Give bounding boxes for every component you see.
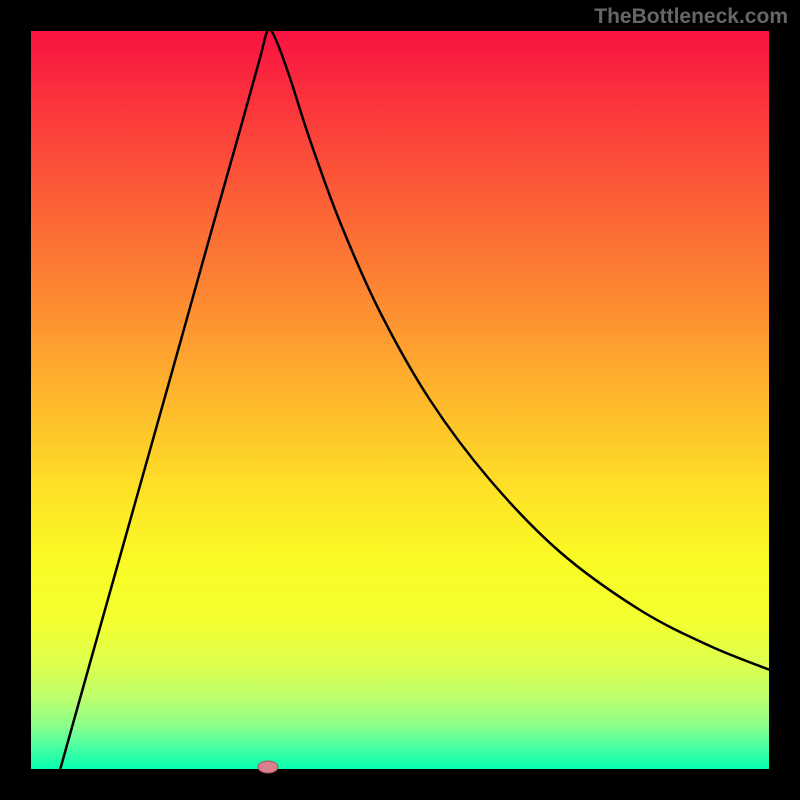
optimal-point-marker: [258, 761, 278, 773]
watermark-text: TheBottleneck.com: [594, 5, 788, 29]
bottleneck-chart: [0, 0, 800, 800]
chart-container: TheBottleneck.com: [0, 0, 800, 800]
